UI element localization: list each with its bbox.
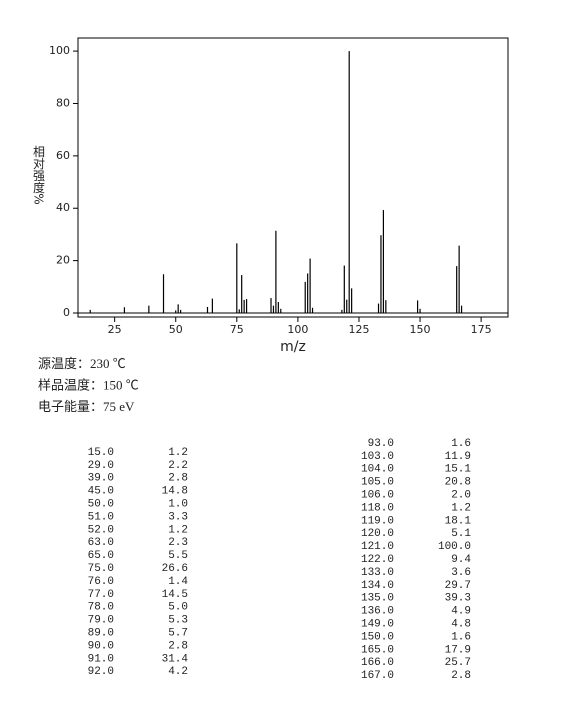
intensity-cell: 31.4 bbox=[162, 653, 189, 665]
mz-cell: 77.0 bbox=[88, 589, 114, 601]
condition: 电子能量：75 eV bbox=[38, 399, 135, 414]
mz-cell: 134.0 bbox=[361, 580, 394, 592]
mz-cell: 103.0 bbox=[361, 451, 394, 463]
intensity-cell: 1.0 bbox=[168, 499, 188, 511]
mz-cell: 89.0 bbox=[88, 628, 114, 640]
mz-cell: 52.0 bbox=[88, 524, 114, 536]
x-axis-label: m/z bbox=[280, 339, 306, 355]
intensity-cell: 1.4 bbox=[168, 576, 188, 588]
condition: 源温度：230 ℃ bbox=[38, 356, 126, 371]
mz-cell: 106.0 bbox=[361, 490, 394, 502]
mz-cell: 91.0 bbox=[88, 653, 114, 665]
intensity-cell: 18.1 bbox=[445, 515, 472, 527]
mz-cell: 122.0 bbox=[361, 554, 394, 566]
mz-cell: 51.0 bbox=[88, 511, 114, 523]
mz-cell: 119.0 bbox=[361, 515, 394, 527]
intensity-cell: 26.6 bbox=[162, 563, 188, 575]
intensity-cell: 15.1 bbox=[445, 464, 472, 476]
mz-cell: 39.0 bbox=[88, 473, 114, 485]
x-tick-label: 150 bbox=[410, 323, 431, 336]
intensity-cell: 2.3 bbox=[168, 537, 188, 549]
mz-cell: 75.0 bbox=[88, 563, 114, 575]
mz-cell: 167.0 bbox=[361, 670, 394, 682]
intensity-cell: 3.6 bbox=[451, 567, 471, 579]
intensity-cell: 2.8 bbox=[168, 640, 188, 652]
x-tick-label: 175 bbox=[471, 323, 492, 336]
intensity-cell: 4.9 bbox=[451, 606, 471, 618]
intensity-cell: 2.8 bbox=[451, 670, 471, 682]
mz-cell: 150.0 bbox=[361, 631, 394, 643]
intensity-cell: 5.7 bbox=[168, 628, 188, 640]
mz-cell: 105.0 bbox=[361, 477, 394, 489]
intensity-cell: 1.6 bbox=[451, 631, 471, 643]
intensity-cell: 25.7 bbox=[445, 657, 471, 669]
x-tick-label: 125 bbox=[348, 323, 369, 336]
y-tick-label: 60 bbox=[56, 149, 70, 162]
intensity-cell: 2.8 bbox=[168, 473, 188, 485]
intensity-cell: 4.8 bbox=[451, 619, 471, 631]
mz-cell: 65.0 bbox=[88, 550, 114, 562]
mz-cell: 76.0 bbox=[88, 576, 114, 588]
y-tick-label: 20 bbox=[56, 254, 70, 267]
intensity-cell: 1.2 bbox=[451, 502, 471, 514]
x-tick-label: 50 bbox=[169, 323, 183, 336]
plot-frame bbox=[77, 37, 509, 318]
intensity-cell: 4.2 bbox=[168, 666, 188, 678]
mz-cell: 63.0 bbox=[88, 537, 114, 549]
y-tick-label: 40 bbox=[56, 201, 70, 214]
intensity-cell: 14.8 bbox=[162, 486, 188, 498]
mz-cell: 136.0 bbox=[361, 606, 394, 618]
mz-cell: 15.0 bbox=[88, 447, 114, 459]
intensity-cell: 1.6 bbox=[451, 438, 471, 450]
intensity-cell: 11.9 bbox=[445, 451, 471, 463]
mz-cell: 93.0 bbox=[368, 438, 394, 450]
intensity-cell: 3.3 bbox=[168, 511, 188, 523]
mz-cell: 78.0 bbox=[88, 602, 114, 614]
mz-cell: 50.0 bbox=[88, 499, 114, 511]
intensity-cell: 17.9 bbox=[445, 644, 471, 656]
mz-cell: 92.0 bbox=[88, 666, 114, 678]
mz-cell: 90.0 bbox=[88, 640, 114, 652]
mz-cell: 29.0 bbox=[88, 460, 114, 472]
mz-cell: 165.0 bbox=[361, 644, 394, 656]
intensity-cell: 2.2 bbox=[168, 460, 188, 472]
mz-cell: 133.0 bbox=[361, 567, 394, 579]
mz-cell: 45.0 bbox=[88, 486, 114, 498]
mz-cell: 121.0 bbox=[361, 541, 394, 553]
x-tick-label: 75 bbox=[230, 323, 244, 336]
intensity-cell: 39.3 bbox=[445, 593, 471, 605]
intensity-cell: 1.2 bbox=[168, 524, 188, 536]
intensity-cell: 2.0 bbox=[451, 490, 471, 502]
intensity-cell: 29.7 bbox=[445, 580, 471, 592]
intensity-cell: 9.4 bbox=[451, 554, 471, 566]
intensity-cell: 1.2 bbox=[168, 447, 188, 459]
mz-cell: 118.0 bbox=[361, 502, 394, 514]
condition: 样品温度：150 ℃ bbox=[38, 377, 139, 392]
intensity-cell: 100.0 bbox=[438, 541, 471, 553]
intensity-cell: 5.5 bbox=[168, 550, 188, 562]
y-tick-label: 0 bbox=[63, 306, 70, 319]
mz-cell: 135.0 bbox=[361, 593, 394, 605]
intensity-cell: 5.3 bbox=[168, 615, 188, 627]
x-tick-label: 100 bbox=[287, 323, 308, 336]
y-axis-label: 相对强度% bbox=[32, 145, 46, 205]
mz-cell: 120.0 bbox=[361, 528, 394, 540]
intensity-cell: 5.1 bbox=[451, 528, 471, 540]
mz-cell: 149.0 bbox=[361, 619, 394, 631]
y-tick-label: 100 bbox=[49, 44, 70, 57]
intensity-cell: 20.8 bbox=[445, 477, 471, 489]
y-tick-label: 80 bbox=[56, 96, 70, 109]
mz-cell: 79.0 bbox=[88, 615, 114, 627]
intensity-cell: 5.0 bbox=[168, 602, 188, 614]
intensity-cell: 14.5 bbox=[162, 589, 188, 601]
mz-cell: 104.0 bbox=[361, 464, 394, 476]
mz-cell: 166.0 bbox=[361, 657, 394, 669]
x-tick-label: 25 bbox=[108, 323, 122, 336]
